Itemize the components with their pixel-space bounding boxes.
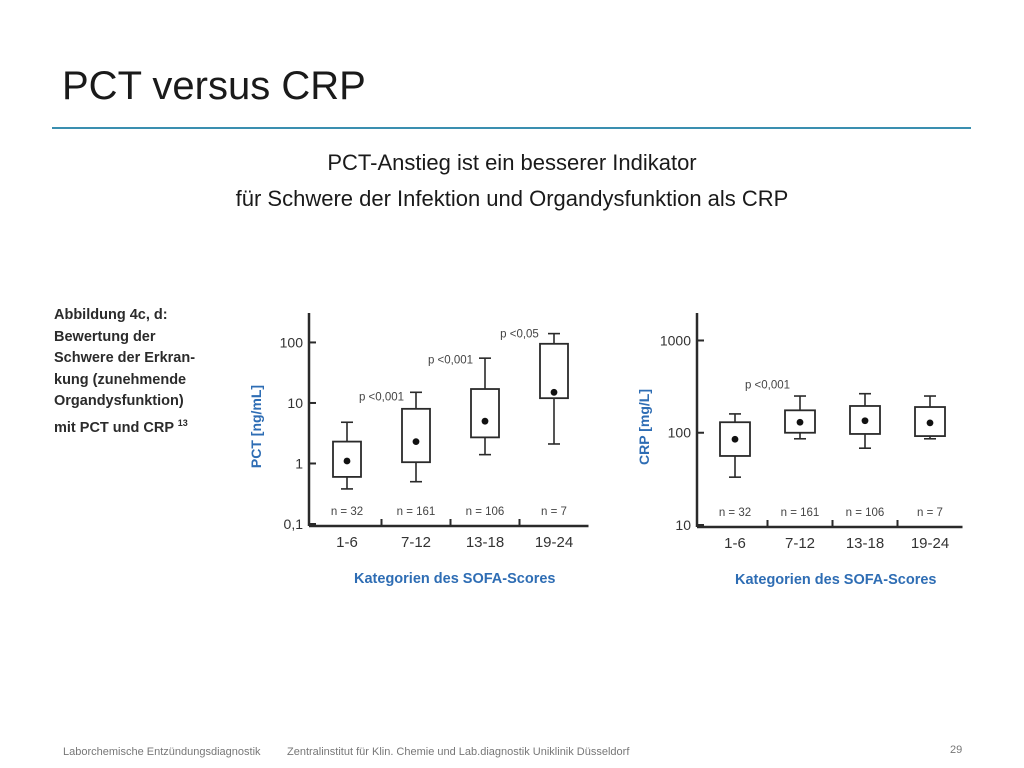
n-label: n = 161	[397, 506, 436, 518]
caption-line: kung (zunehmende	[54, 371, 187, 388]
y-axis-label: CRP [mg/L]	[636, 389, 652, 465]
x-axis-label: Kategorien des SOFA-Scores	[354, 571, 555, 587]
x-tick-label: 7-12	[785, 535, 815, 552]
y-tick-label: 1	[295, 455, 303, 471]
p-value-label: p <0,001	[428, 354, 473, 366]
box-iqr	[470, 388, 500, 439]
median-dot	[343, 457, 351, 465]
caption-line: Schwere der Erkran-	[54, 350, 196, 366]
median-dot	[861, 417, 869, 425]
box-iqr	[401, 407, 431, 464]
y-tick-label: 100	[280, 334, 304, 350]
y-axis-label: PCT [ng/mL]	[248, 385, 264, 468]
y-tick-label: 1000	[660, 332, 691, 348]
x-tick-label: 19-24	[911, 535, 949, 552]
x-tick-label: 1-6	[724, 535, 746, 552]
x-tick-label: 13-18	[846, 535, 884, 552]
x-tick-label: 13-18	[466, 534, 504, 551]
n-label: n = 7	[917, 507, 943, 519]
y-tick-label: 10	[287, 395, 303, 411]
caption-line: mit PCT und CRP 13	[54, 417, 188, 436]
y-tick-label: 10	[675, 517, 691, 533]
p-value-label: p <0,001	[359, 391, 404, 403]
n-label: n = 106	[846, 507, 885, 519]
median-dot	[731, 435, 739, 443]
median-dot	[481, 417, 489, 425]
y-tick-label: 0,1	[284, 516, 304, 532]
x-axis-label: Kategorien des SOFA-Scores	[735, 572, 936, 588]
median-dot	[412, 438, 420, 445]
page-number: 29	[950, 744, 963, 756]
subtitle-line-2: für Schwere der Infektion und Organdysfu…	[235, 186, 789, 211]
x-tick-label: 19-24	[535, 534, 573, 551]
figure-caption: Abbildung 4c, d: Bewertung der Schwere d…	[54, 305, 234, 439]
caption-reference: 13	[177, 417, 188, 428]
footer-course-title: Laborchemische Entzündungsdiagnostik	[63, 746, 261, 758]
p-value-label: p <0,05	[500, 329, 539, 341]
box-iqr	[849, 405, 881, 435]
pct-box-plot: 0,1 1 10 100 n = 32 1-6 n = 161 7-12 n = 106 13-1…	[248, 313, 589, 587]
n-label: n = 7	[541, 506, 567, 518]
crp-box-plot: 10 100 1000 n = 32 1-6 n = 161 7-12 n = 106 13-1…	[636, 313, 963, 588]
caption-line: Organdysfunktion)	[54, 393, 184, 409]
slide-title: PCT versus CRP	[62, 64, 366, 108]
median-dot	[550, 388, 558, 396]
median-dot	[796, 418, 804, 426]
p-value-label: p <0,001	[745, 380, 790, 392]
n-label: n = 32	[331, 506, 363, 518]
n-label: n = 161	[781, 507, 820, 519]
x-tick-label: 1-6	[336, 534, 358, 551]
n-label: n = 106	[466, 506, 505, 518]
x-tick-label: 7-12	[401, 534, 431, 551]
caption-line: Bewertung der	[54, 328, 156, 345]
footer-institute: Zentralinstitut für Klin. Chemie und Lab…	[287, 746, 630, 758]
median-dot	[926, 419, 934, 427]
caption-line: Abbildung 4c, d:	[54, 307, 168, 323]
y-tick-label: 100	[668, 425, 692, 441]
title-divider	[52, 127, 971, 129]
n-label: n = 32	[719, 507, 751, 519]
subtitle-line-1: PCT-Anstieg ist ein besserer Indikator	[327, 150, 697, 175]
